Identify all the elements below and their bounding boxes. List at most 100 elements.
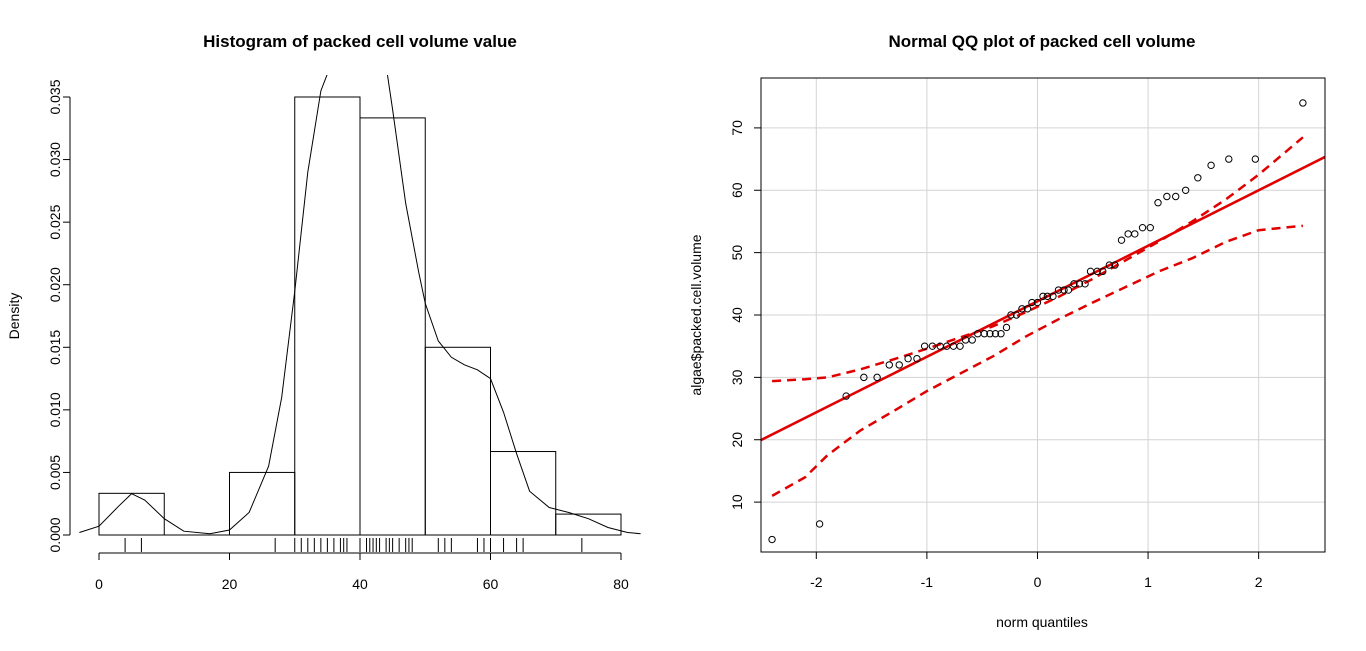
qq-point: [1207, 161, 1215, 170]
qq-point: [1251, 155, 1260, 163]
qq-point: [1181, 186, 1190, 194]
histogram-x-axis: 0 20 40 60 80: [95, 552, 629, 592]
qq-confidence-lower: [771, 224, 1304, 497]
histogram-bar: [98, 492, 165, 536]
histogram-bar: [424, 346, 491, 536]
histogram-y-tick-label: 0.030: [47, 142, 63, 177]
histogram-bars: [98, 96, 622, 536]
qq-point: [1043, 292, 1052, 300]
histogram-bar: [294, 96, 361, 536]
qq-point: [1105, 261, 1114, 269]
qq-point: [1194, 174, 1202, 182]
qq-point: [904, 354, 912, 363]
histogram-panel: Histogram of packed cell volume value De…: [6, 32, 641, 592]
histogram-rug: [124, 538, 583, 552]
histogram-x-tick-label: 20: [222, 576, 238, 592]
qq-point: [1131, 230, 1139, 238]
histogram-y-tick-label: 0.010: [47, 392, 63, 427]
histogram-y-label: Density: [6, 293, 22, 340]
qq-y-label: algae$packed.cell.volume: [688, 234, 704, 395]
qq-point: [997, 330, 1005, 338]
qq-point: [1070, 280, 1078, 288]
qq-x-tick-label: 1: [1144, 574, 1152, 590]
qq-point: [815, 520, 824, 528]
histogram-bar: [555, 513, 622, 536]
qq-point: [885, 361, 893, 369]
qq-grid: [761, 78, 1325, 552]
qq-point: [1172, 192, 1180, 201]
qq-point: [1002, 323, 1011, 332]
qq-point: [873, 373, 881, 382]
qq-point: [1039, 292, 1047, 300]
qq-point: [768, 535, 776, 544]
qq-point: [1023, 305, 1032, 313]
qq-lines: [761, 136, 1325, 497]
qq-x-tick-label: 0: [1034, 574, 1042, 590]
histogram-y-tick-label: 0.005: [47, 455, 63, 490]
qq-x-tick-label: -2: [810, 574, 823, 590]
qq-point: [1054, 286, 1063, 294]
qq-plot-frame: [760, 77, 1326, 553]
qq-panel: Normal QQ plot of packed cell volume nor…: [688, 32, 1326, 630]
qq-title: Normal QQ plot of packed cell volume: [888, 32, 1195, 51]
qq-point: [842, 392, 850, 400]
qq-point: [1138, 223, 1147, 232]
histogram-bar: [359, 117, 426, 536]
qq-point: [1111, 261, 1119, 269]
qq-point: [1163, 192, 1171, 201]
qq-point: [991, 330, 1000, 338]
qq-point: [1049, 292, 1057, 300]
qq-point: [913, 354, 921, 363]
histogram-y-tick-label: 0.020: [47, 267, 63, 302]
qq-point: [968, 336, 976, 344]
qq-y-tick-label: 40: [729, 307, 745, 323]
qq-point: [1028, 298, 1036, 307]
histogram-y-tick-label: 0.025: [47, 204, 63, 239]
histogram-y-tick-label: 0.000: [47, 517, 63, 552]
histogram-x-tick-label: 40: [352, 576, 368, 592]
qq-point: [1299, 99, 1307, 107]
qq-point: [1033, 298, 1042, 307]
qq-point: [1064, 286, 1073, 294]
qq-point: [986, 330, 994, 338]
qq-point: [1060, 286, 1068, 294]
qq-point: [1117, 236, 1126, 244]
histogram-y-axis: 0.000 0.005 0.010 0.015 0.020 0.025 0.030 0.035: [47, 79, 71, 553]
qq-point: [1154, 199, 1162, 207]
qq-point: [1124, 230, 1132, 238]
qq-point: [895, 361, 903, 369]
qq-confidence-upper: [772, 136, 1304, 383]
qq-point: [1225, 155, 1233, 163]
qq-x-tick-label: 2: [1255, 574, 1263, 590]
histogram-y-tick-label: 0.035: [47, 79, 63, 114]
qq-point: [1075, 280, 1084, 288]
qq-point: [1012, 311, 1021, 319]
histogram-y-tick-label: 0.015: [47, 330, 63, 365]
qq-axes: -2 -1 0 1 2 10 20 30 40 50 60 70: [729, 120, 1263, 590]
qq-point: [980, 330, 989, 338]
histogram-title: Histogram of packed cell volume value: [203, 32, 517, 51]
qq-point: [1146, 223, 1154, 232]
histogram-x-tick-label: 0: [95, 576, 103, 592]
histogram-x-tick-label: 80: [613, 576, 629, 592]
qq-point: [1018, 305, 1026, 313]
density-curve: [79, 75, 641, 535]
qq-y-tick-label: 60: [729, 182, 745, 198]
qq-y-tick-label: 10: [729, 494, 745, 510]
qq-y-tick-label: 70: [729, 120, 745, 136]
qq-point: [860, 373, 868, 382]
qq-x-tick-label: -1: [921, 574, 934, 590]
qq-point: [920, 342, 929, 350]
histogram-x-tick-label: 60: [483, 576, 499, 592]
qq-point: [1007, 311, 1015, 319]
qq-point: [1099, 267, 1107, 276]
qq-reference-line: [761, 155, 1325, 442]
qq-points: [768, 99, 1307, 544]
qq-x-label: norm quantiles: [996, 614, 1088, 630]
qq-point: [1093, 267, 1101, 276]
qq-y-tick-label: 50: [729, 245, 745, 261]
qq-point: [1081, 280, 1089, 288]
histogram-bar: [490, 451, 557, 536]
qq-y-tick-label: 30: [729, 369, 745, 385]
